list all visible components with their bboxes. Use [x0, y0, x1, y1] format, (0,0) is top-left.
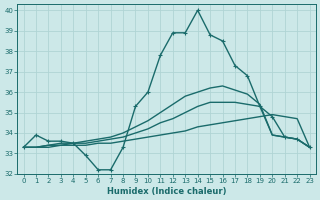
X-axis label: Humidex (Indice chaleur): Humidex (Indice chaleur) [107, 187, 226, 196]
